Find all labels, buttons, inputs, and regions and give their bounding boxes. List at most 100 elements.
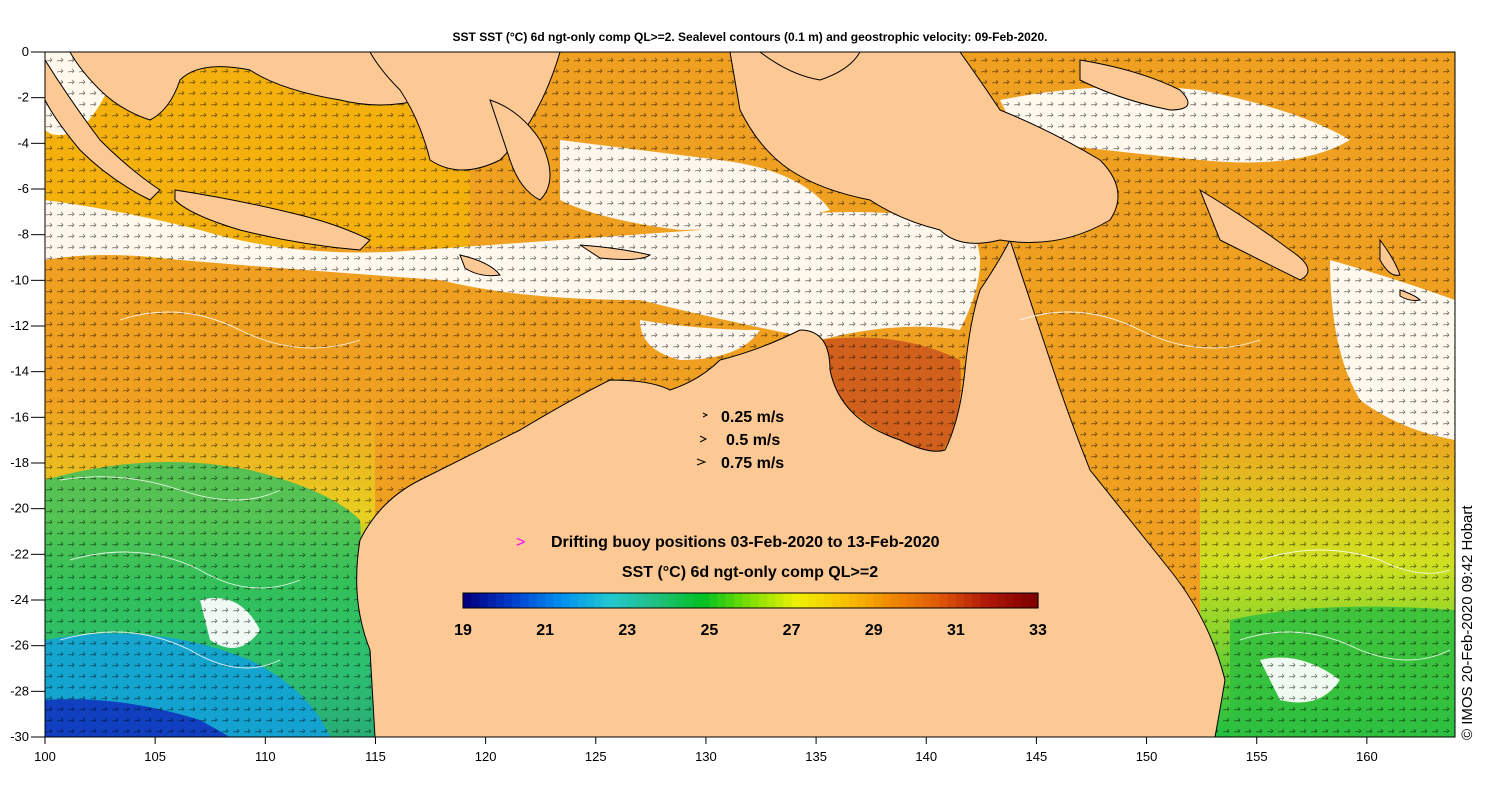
colorbar-cell bbox=[651, 593, 661, 608]
colorbar-cell bbox=[964, 593, 973, 608]
colorbar-cell bbox=[471, 593, 481, 608]
colorbar-cell bbox=[824, 593, 834, 608]
colorbar-cell bbox=[775, 593, 784, 608]
x-axis-tick-label: 135 bbox=[805, 749, 827, 764]
y-axis-tick-label: -14 bbox=[10, 364, 29, 379]
colorbar-cell bbox=[561, 593, 571, 608]
bird-head-landmass bbox=[759, 52, 861, 81]
colorbar-cell bbox=[734, 593, 743, 608]
colorbar-cell bbox=[643, 593, 653, 608]
sulawesi-landmass bbox=[489, 99, 551, 201]
y-axis-tick-label: -20 bbox=[10, 501, 29, 516]
x-axis-tick-label: 155 bbox=[1246, 749, 1268, 764]
x-axis-tick-label: 140 bbox=[915, 749, 937, 764]
land-masses bbox=[45, 52, 1422, 737]
colorbar-cell bbox=[996, 593, 1006, 608]
colorbar-cell bbox=[832, 593, 842, 608]
colorbar-cell bbox=[627, 593, 637, 608]
y-axis-tick-label: -30 bbox=[10, 729, 29, 744]
velocity-arrow-large-icon bbox=[696, 458, 707, 466]
colorbar-cell bbox=[1021, 593, 1031, 608]
y-axis-tick-label: -6 bbox=[17, 181, 29, 196]
x-axis-tick-label: 105 bbox=[144, 749, 166, 764]
colorbar-tick-label: 31 bbox=[947, 622, 965, 639]
velocity-legend-item: 0.5 m/s bbox=[699, 432, 780, 449]
y-axis-tick-label: -12 bbox=[10, 318, 29, 333]
colorbar-cell bbox=[684, 593, 694, 608]
x-axis: 100 105 110 115 120 125 130 135 140 145 150 155 160 bbox=[34, 737, 1378, 764]
colorbar-cell bbox=[972, 593, 982, 608]
velocity-arrow-small-icon bbox=[702, 412, 709, 418]
colorbar-cell bbox=[750, 593, 760, 608]
colorbar-cell bbox=[610, 593, 620, 608]
y-axis-tick-label: -26 bbox=[10, 638, 29, 653]
colorbar-cell bbox=[923, 593, 932, 608]
velocity-label-075: 0.75 m/s bbox=[721, 455, 784, 472]
colorbar-cell bbox=[487, 593, 497, 608]
y-axis-tick-label: -24 bbox=[10, 592, 29, 607]
colorbar-cell bbox=[586, 593, 596, 608]
velocity-legend-item: 0.25 m/s bbox=[702, 409, 784, 426]
colorbar-tick-label: 27 bbox=[783, 622, 801, 639]
colorbar-title: SST (°C) 6d ngt-only comp QL>=2 bbox=[622, 564, 878, 581]
y-axis-tick-label: -8 bbox=[17, 227, 29, 242]
colorbar-cell bbox=[1005, 593, 1014, 608]
colorbar-cell bbox=[545, 593, 554, 608]
colorbar-cell bbox=[857, 593, 867, 608]
colorbar-cell bbox=[635, 593, 645, 608]
colorbar-cell bbox=[808, 593, 817, 608]
colorbar-cell bbox=[939, 593, 949, 608]
x-axis-tick-label: 115 bbox=[365, 749, 386, 764]
colorbar-cell bbox=[553, 593, 563, 608]
velocity-arrow-medium-icon bbox=[699, 435, 708, 443]
x-axis-tick-label: 110 bbox=[255, 749, 276, 764]
y-axis-tick-label: -28 bbox=[10, 683, 29, 698]
sealevel-contours bbox=[59, 311, 1451, 669]
colorbar-cell bbox=[873, 593, 883, 608]
colorbar-cell bbox=[709, 593, 719, 608]
australia-landmass bbox=[356, 238, 1226, 737]
colorbar-frame bbox=[462, 592, 1039, 609]
y-axis-tick-label: -2 bbox=[17, 90, 29, 105]
map-plot-area bbox=[45, 52, 1455, 737]
y-axis-tick-label: -4 bbox=[17, 135, 29, 150]
x-axis-tick-label: 100 bbox=[34, 749, 56, 764]
x-axis-tick-label: 125 bbox=[585, 749, 607, 764]
x-axis-tick-label: 145 bbox=[1026, 749, 1048, 764]
colorbar-cell bbox=[594, 593, 604, 608]
x-axis-tick-label: 130 bbox=[695, 749, 717, 764]
colorbar-cell bbox=[890, 593, 899, 608]
colorbar-cell bbox=[520, 593, 530, 608]
colorbar-cell bbox=[947, 593, 957, 608]
colorbar-cell bbox=[881, 593, 891, 608]
imos-credit: © IMOS 20-Feb-2020 09:42 Hobart bbox=[1459, 505, 1476, 740]
colorbar-cell bbox=[988, 593, 998, 608]
colorbar-cell bbox=[536, 593, 546, 608]
colorbar-cell bbox=[668, 593, 678, 608]
colorbar-cell bbox=[791, 593, 801, 608]
velocity-label-025: 0.25 m/s bbox=[721, 409, 784, 426]
colorbar-cell bbox=[906, 593, 916, 608]
colorbar-cell bbox=[676, 593, 686, 608]
y-axis-tick-label: -10 bbox=[10, 272, 29, 287]
buoy-legend: > Drifting buoy positions 03-Feb-2020 to… bbox=[516, 534, 940, 551]
colorbar-cell bbox=[980, 593, 990, 608]
figure-title: SST SST (°C) 6d ngt-only comp QL>=2. Sea… bbox=[453, 30, 1048, 44]
buoy-legend-label: Drifting buoy positions 03-Feb-2020 to 1… bbox=[551, 534, 940, 551]
colorbar-tick-label: 25 bbox=[701, 622, 719, 639]
colorbar-cell bbox=[495, 593, 505, 608]
colorbar-cell bbox=[717, 593, 727, 608]
solomon-islands-landmass bbox=[1198, 188, 1309, 281]
colorbar-cell bbox=[1013, 593, 1023, 608]
colorbar-cell bbox=[865, 593, 875, 608]
velocity-legend: 0.25 m/s 0.5 m/s 0.75 m/s bbox=[696, 409, 784, 472]
colorbar-cell bbox=[758, 593, 768, 608]
x-axis-tick-label: 120 bbox=[475, 749, 497, 764]
colorbar-cell bbox=[799, 593, 809, 608]
sumatra-landmass bbox=[45, 59, 161, 201]
new-guinea-landmass bbox=[729, 52, 1119, 244]
colorbar-cell bbox=[931, 593, 941, 608]
colorbar-cell bbox=[528, 593, 538, 608]
colorbar-cell bbox=[742, 593, 752, 608]
